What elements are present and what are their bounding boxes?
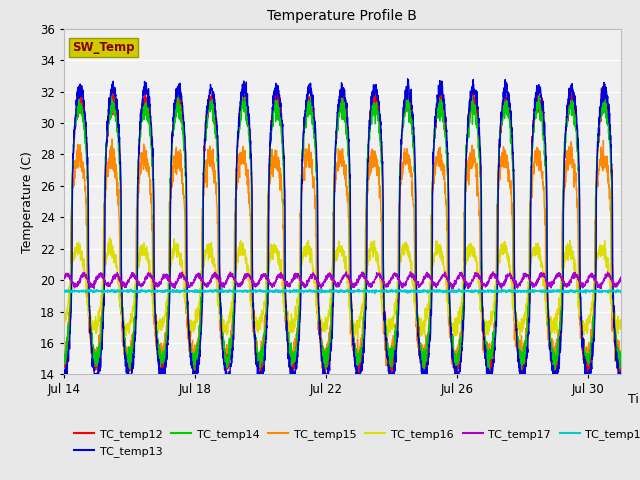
- TC_temp18: [124, 288, 131, 293]
- Line: TC_temp16: TC_temp16: [64, 238, 621, 338]
- TC_temp12: [157, 372, 165, 377]
- TC_temp14: [566, 89, 574, 95]
- TC_temp16: [124, 321, 132, 327]
- TC_temp13: [617, 372, 625, 377]
- TC_temp17: [489, 269, 497, 275]
- TC_temp14: [298, 174, 305, 180]
- TC_temp14: [617, 353, 625, 359]
- Line: TC_temp15: TC_temp15: [64, 139, 621, 374]
- TC_temp12: [298, 163, 306, 169]
- TC_temp15: [298, 187, 306, 193]
- TC_temp12: [617, 364, 625, 370]
- TC_temp14: [124, 356, 131, 361]
- TC_temp13: [298, 176, 305, 182]
- TC_temp18: [274, 289, 282, 295]
- TC_temp15: [546, 342, 554, 348]
- TC_temp13: [124, 372, 131, 377]
- TC_temp16: [274, 251, 282, 256]
- TC_temp17: [124, 279, 131, 285]
- TC_temp17: [448, 286, 456, 292]
- TC_temp15: [108, 136, 116, 142]
- TC_temp18: [298, 288, 306, 293]
- TC_temp17: [157, 279, 164, 285]
- TC_temp16: [106, 235, 113, 240]
- TC_temp18: [617, 289, 625, 295]
- Line: TC_temp17: TC_temp17: [64, 272, 621, 289]
- TC_temp17: [547, 279, 554, 285]
- TC_temp12: [606, 135, 614, 141]
- Text: SW_Temp: SW_Temp: [72, 41, 135, 54]
- TC_temp14: [546, 333, 554, 338]
- Line: TC_temp14: TC_temp14: [64, 92, 621, 372]
- TC_temp12: [174, 85, 182, 91]
- TC_temp16: [606, 293, 614, 299]
- TC_temp15: [274, 163, 282, 169]
- TC_temp15: [617, 358, 625, 364]
- X-axis label: Time: Time: [628, 394, 640, 407]
- TC_temp12: [274, 101, 282, 107]
- TC_temp14: [60, 362, 68, 368]
- TC_temp16: [60, 316, 68, 322]
- TC_temp17: [298, 281, 305, 287]
- TC_temp18: [157, 288, 164, 294]
- TC_temp13: [606, 121, 614, 127]
- TC_temp17: [617, 275, 625, 280]
- TC_temp18: [60, 288, 68, 294]
- TC_temp15: [60, 347, 68, 353]
- TC_temp14: [157, 358, 164, 363]
- Title: Temperature Profile B: Temperature Profile B: [268, 10, 417, 24]
- TC_temp15: [157, 341, 164, 347]
- TC_temp15: [124, 351, 132, 357]
- TC_temp15: [606, 201, 614, 206]
- TC_temp14: [606, 149, 614, 155]
- TC_temp18: [371, 291, 379, 297]
- TC_temp12: [124, 360, 131, 365]
- TC_temp18: [606, 288, 614, 294]
- TC_temp17: [606, 275, 614, 280]
- TC_temp14: [484, 369, 492, 375]
- TC_temp16: [547, 319, 554, 325]
- Legend: TC_temp12, TC_temp13, TC_temp14, TC_temp15, TC_temp16, TC_temp17, TC_temp18: TC_temp12, TC_temp13, TC_temp14, TC_temp…: [70, 425, 640, 461]
- TC_temp18: [547, 288, 554, 294]
- TC_temp16: [298, 259, 306, 264]
- TC_temp12: [60, 361, 68, 367]
- TC_temp13: [157, 370, 164, 375]
- TC_temp17: [274, 275, 282, 280]
- TC_temp13: [546, 342, 554, 348]
- TC_temp16: [354, 335, 362, 341]
- Line: TC_temp18: TC_temp18: [64, 288, 621, 294]
- Line: TC_temp12: TC_temp12: [64, 88, 621, 374]
- TC_temp13: [274, 87, 282, 93]
- TC_temp14: [274, 101, 282, 107]
- TC_temp16: [157, 326, 164, 332]
- TC_temp18: [218, 286, 226, 291]
- TC_temp12: [157, 370, 164, 375]
- Y-axis label: Temperature (C): Temperature (C): [21, 151, 35, 252]
- TC_temp13: [60, 372, 68, 377]
- TC_temp17: [60, 276, 68, 282]
- TC_temp13: [404, 76, 412, 82]
- TC_temp12: [547, 333, 554, 338]
- Line: TC_temp13: TC_temp13: [64, 79, 621, 374]
- TC_temp15: [551, 372, 559, 377]
- TC_temp16: [617, 322, 625, 327]
